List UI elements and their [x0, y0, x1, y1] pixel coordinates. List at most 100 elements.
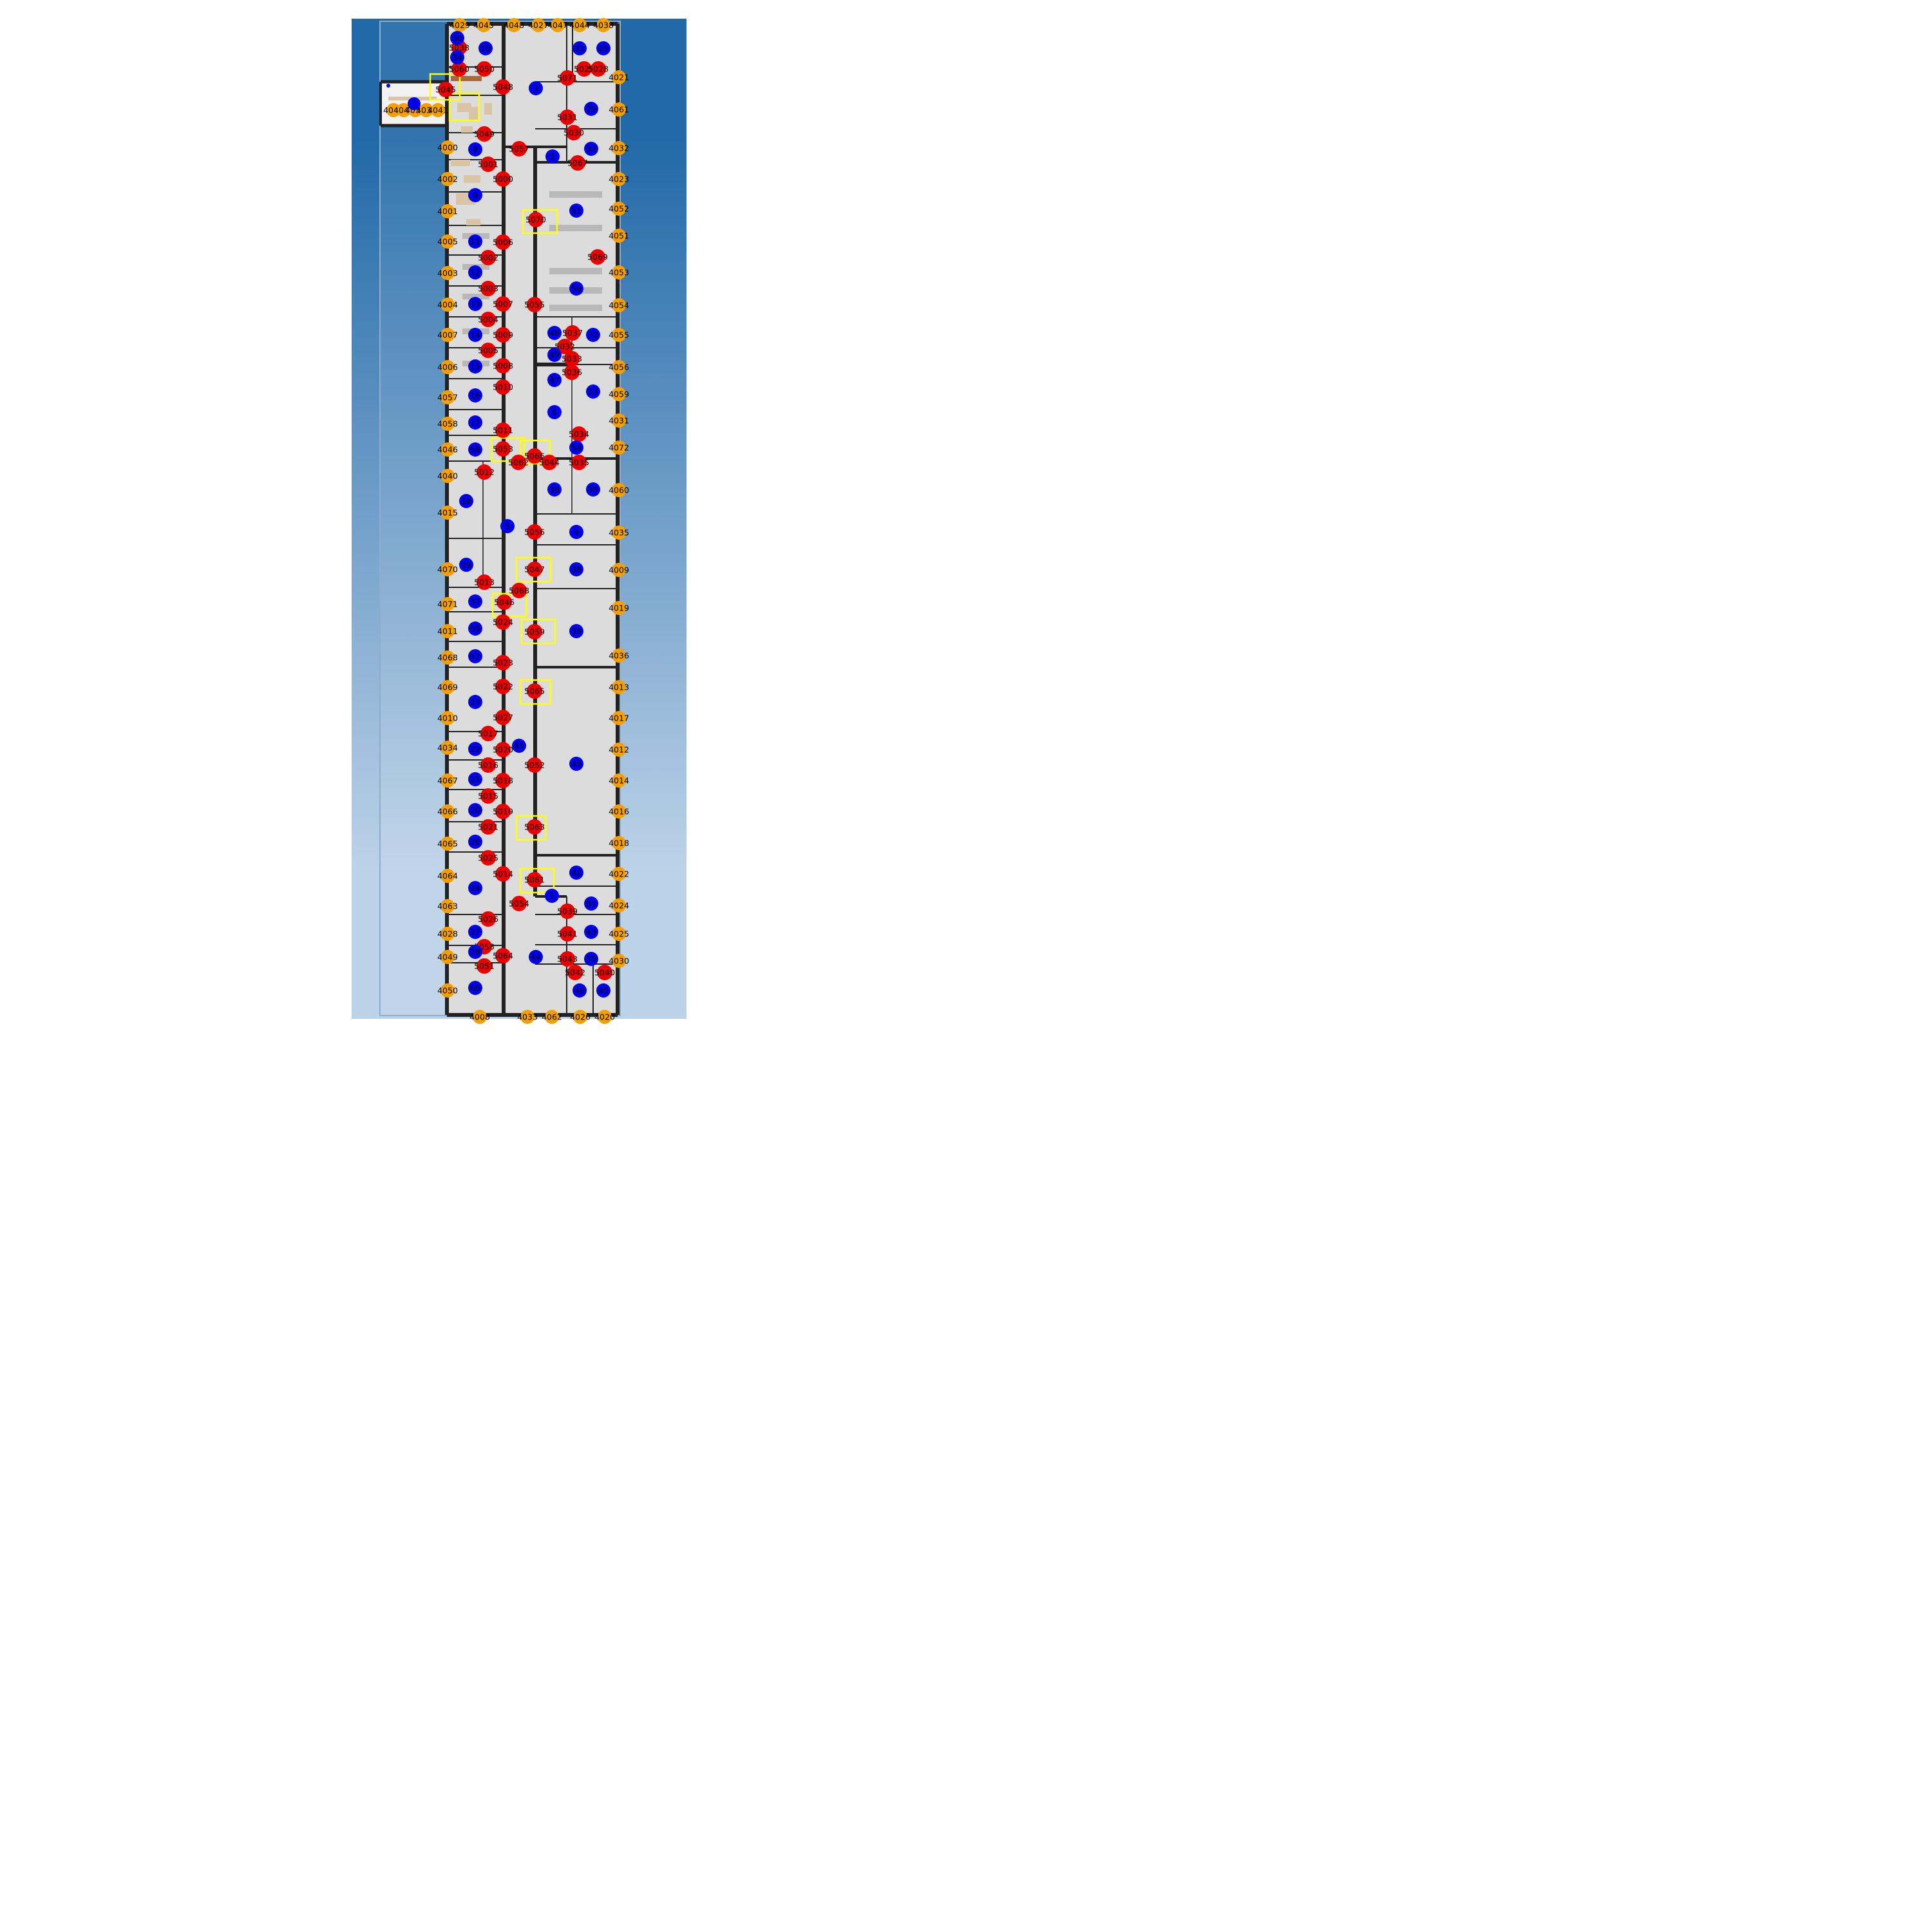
room-marker[interactable] [468, 594, 482, 609]
room-node-44[interactable]: 44 [529, 950, 543, 964]
waypoint-node-5018[interactable]: 5018 [493, 773, 513, 788]
waypoint-node-5037[interactable]: 5037 [562, 325, 583, 341]
door-marker[interactable] [440, 711, 455, 725]
door-marker[interactable] [440, 650, 455, 665]
room-marker[interactable] [529, 81, 543, 95]
room-node-14[interactable]: 14 [468, 328, 482, 342]
door-node-4009[interactable]: 4009 [609, 563, 629, 577]
door-node-4014[interactable]: 4014 [609, 773, 629, 788]
door-marker[interactable] [612, 711, 626, 725]
door-node-4067[interactable]: 4067 [437, 773, 458, 788]
door-node-4021[interactable]: 4021 [609, 70, 629, 84]
room-node-31[interactable]: 31 [573, 41, 587, 55]
door-marker[interactable] [440, 562, 455, 576]
room-marker[interactable] [584, 142, 598, 156]
room-node-32[interactable]: 32 [586, 328, 600, 342]
room-node-20[interactable]: 20 [468, 803, 482, 817]
door-node-4017[interactable]: 4017 [609, 711, 629, 725]
door-node-4026[interactable]: 4026 [570, 1010, 591, 1024]
door-node-4018[interactable]: 4018 [609, 836, 629, 850]
waypoint-node-5010[interactable]: 5010 [493, 379, 513, 395]
room-node-47[interactable]: 47 [547, 373, 562, 387]
door-node-4065[interactable]: 4065 [437, 837, 458, 851]
waypoint-node-5020[interactable]: 5020 [493, 742, 513, 757]
room-marker[interactable] [468, 803, 482, 817]
door-marker[interactable] [612, 387, 626, 401]
room-marker[interactable] [468, 265, 482, 279]
door-marker[interactable] [440, 298, 455, 312]
waypoint-node-5040[interactable]: 5040 [594, 965, 615, 980]
room-node-23[interactable]: 23 [468, 695, 482, 709]
door-node-4044[interactable]: 4044 [569, 18, 590, 32]
door-marker[interactable] [612, 360, 626, 374]
room-node-53[interactable]: 53 [586, 384, 600, 399]
door-node-4023[interactable]: 4023 [609, 172, 629, 186]
waypoint-marker[interactable] [564, 351, 580, 366]
door-node-4041[interactable]: 4041 [428, 103, 448, 117]
door-node-4038[interactable]: 4038 [593, 18, 614, 32]
room-node-43[interactable]: 43 [584, 925, 598, 939]
room-marker[interactable] [468, 945, 482, 959]
waypoint-marker[interactable] [451, 61, 467, 77]
door-marker[interactable] [612, 141, 626, 155]
waypoint-marker[interactable] [576, 61, 592, 77]
waypoint-marker[interactable] [495, 655, 511, 670]
room-node-28[interactable]: 28 [468, 945, 482, 959]
waypoint-marker[interactable] [480, 312, 496, 327]
waypoint-marker[interactable] [495, 234, 511, 250]
waypoint-node-5054[interactable]: 5054 [509, 896, 529, 911]
waypoint-node-5047[interactable]: 5047 [524, 562, 545, 577]
door-marker[interactable] [573, 1010, 587, 1024]
door-node-4011[interactable]: 4011 [437, 624, 458, 638]
room-node-24[interactable]: 24 [468, 881, 482, 895]
waypoint-node-5026[interactable]: 5026 [478, 911, 498, 927]
room-node-25[interactable]: 25 [596, 41, 611, 55]
room-node-4[interactable]: 4 [569, 525, 583, 539]
door-marker[interactable] [612, 867, 626, 881]
waypoint-node-5028[interactable]: 5028 [588, 61, 609, 77]
door-marker[interactable] [612, 773, 626, 788]
door-node-4027[interactable]: 4027 [528, 18, 549, 32]
room-marker[interactable] [468, 297, 482, 311]
door-node-4064[interactable]: 4064 [437, 869, 458, 883]
room-node-41[interactable]: 41 [512, 739, 526, 753]
waypoint-marker[interactable] [560, 109, 575, 125]
room-node-42[interactable]: 42 [569, 866, 583, 880]
door-marker[interactable] [612, 804, 626, 819]
room-marker[interactable] [586, 384, 600, 399]
waypoint-marker[interactable] [527, 297, 542, 312]
waypoint-marker[interactable] [495, 614, 511, 630]
waypoint-marker[interactable] [477, 126, 492, 142]
waypoint-node-5066[interactable]: 5066 [524, 448, 545, 464]
room-marker[interactable] [468, 188, 482, 202]
door-marker[interactable] [440, 266, 455, 280]
room-node-45[interactable]: 45 [596, 983, 611, 998]
waypoint-node-5035[interactable]: 5035 [569, 455, 589, 470]
waypoint-node-5064[interactable]: 5064 [493, 948, 513, 963]
waypoint-node-5033[interactable]: 5033 [562, 351, 582, 366]
door-marker[interactable] [440, 469, 455, 483]
annex-room-marker[interactable] [408, 97, 421, 110]
room-node-46[interactable]: 46 [573, 983, 587, 998]
waypoint-node-5021[interactable]: 5021 [478, 819, 498, 835]
door-marker[interactable] [612, 70, 626, 84]
room-marker[interactable] [468, 695, 482, 709]
room-marker[interactable] [547, 405, 562, 419]
waypoint-node-5065[interactable]: 5065 [524, 683, 545, 699]
room-marker[interactable] [584, 925, 598, 939]
door-node-4063[interactable]: 4063 [437, 899, 458, 913]
door-node-4004[interactable]: 4004 [437, 298, 458, 312]
room-node-18[interactable]: 18 [459, 494, 473, 508]
room-marker[interactable] [547, 482, 562, 497]
door-marker[interactable] [440, 390, 455, 404]
door-node-4007[interactable]: 4007 [437, 328, 458, 342]
room-marker[interactable] [573, 983, 587, 998]
door-node-4025[interactable]: 4025 [609, 927, 629, 941]
room-marker[interactable] [529, 950, 543, 964]
door-node-4050[interactable]: 4050 [437, 983, 458, 998]
door-marker[interactable] [440, 624, 455, 638]
waypoint-node-5071[interactable]: 5071 [557, 70, 578, 86]
waypoint-node-5060[interactable]: 5060 [449, 61, 469, 77]
waypoint-marker[interactable] [495, 679, 511, 694]
room-node-54[interactable]: 54 [569, 440, 583, 455]
